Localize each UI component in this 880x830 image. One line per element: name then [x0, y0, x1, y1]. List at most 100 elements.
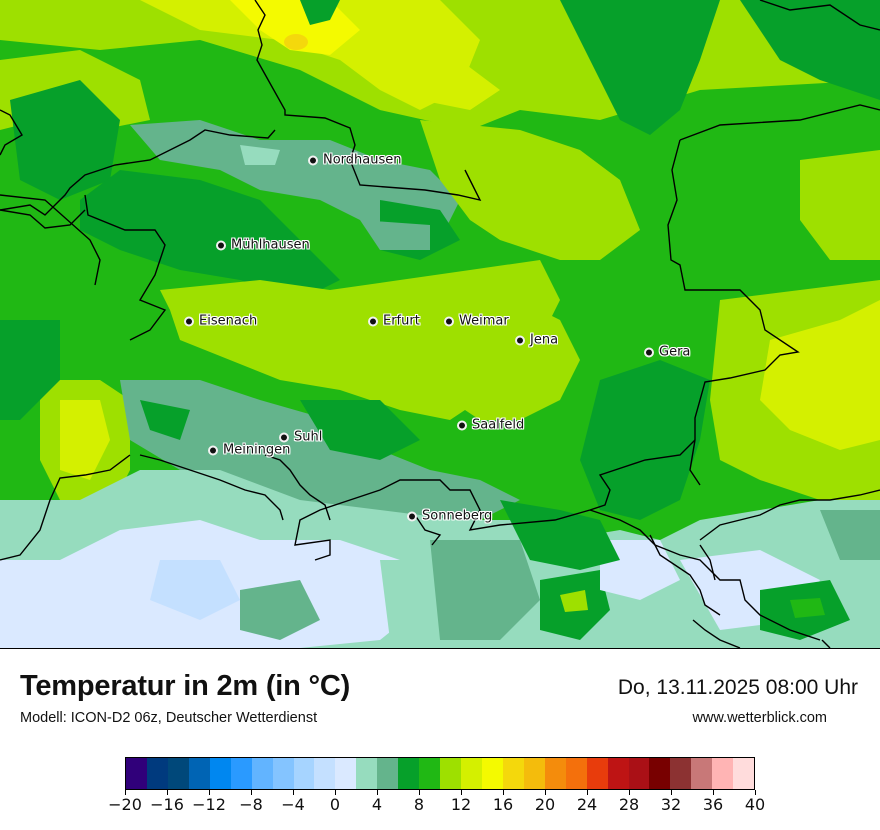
- colorbar-bin: [649, 758, 671, 789]
- colorbar-bin: [272, 758, 294, 789]
- city-marker-jena: Jena: [515, 332, 559, 348]
- colorbar-bin: [461, 758, 482, 789]
- colorbar-tick-label: −8: [239, 795, 263, 814]
- colorbar-tick-label: 20: [534, 795, 556, 814]
- colorbar-bin: [712, 758, 734, 789]
- colorbar-bin: [628, 758, 650, 789]
- colorbar-bin: [440, 758, 461, 789]
- colorbar-bin: [691, 758, 713, 789]
- city-dot-icon: [184, 316, 194, 326]
- colorbar-tick-mark: [166, 790, 168, 795]
- website-credit: www.wetterblick.com: [692, 710, 827, 726]
- city-dot-icon: [208, 445, 218, 455]
- city-marker-erfurt: Erfurt: [368, 313, 420, 329]
- city-marker-sonneberg: Sonneberg: [407, 508, 493, 524]
- model-source: Modell: ICON-D2 06z, Deutscher Wetterdie…: [20, 710, 318, 726]
- city-dot-icon: [457, 420, 467, 430]
- city-label: Nordhausen: [323, 152, 402, 168]
- city-dot-icon: [308, 155, 318, 165]
- city-label: Sonneberg: [422, 508, 493, 524]
- colorbar-bin: [502, 758, 524, 789]
- colorbar-bin: [167, 758, 189, 789]
- colorbar-tick-mark: [502, 790, 504, 795]
- state-borders: [0, 0, 880, 648]
- city-label: Jena: [530, 332, 559, 348]
- colorbar-tick-label: 16: [492, 795, 514, 814]
- colorbar-bin: [293, 758, 315, 789]
- temperature-map: Nordhausen Mühlhausen Eisenach Erfurt We…: [0, 0, 880, 649]
- city-label: Saalfeld: [472, 417, 525, 433]
- colorbar-tick-mark: [334, 790, 336, 795]
- colorbar-tick-mark: [628, 790, 630, 795]
- colorbar-bin: [335, 758, 357, 789]
- colorbar-bin: [586, 758, 608, 789]
- city-label: Eisenach: [199, 313, 258, 329]
- colorbar-bin: [209, 758, 231, 789]
- colorbar-bin: [607, 758, 629, 789]
- colorbar-bin: [565, 758, 587, 789]
- city-label: Suhl: [294, 429, 323, 445]
- colorbar-tick-mark: [670, 790, 672, 795]
- colorbar-tick-mark: [250, 790, 252, 795]
- city-label: Erfurt: [383, 313, 420, 329]
- city-dot-icon: [279, 432, 289, 442]
- city-dot-icon: [515, 335, 525, 345]
- colorbar-tick-label: 32: [660, 795, 682, 814]
- colorbar-tick-mark: [376, 790, 378, 795]
- city-dot-icon: [644, 347, 654, 357]
- colorbar-tick-label: 4: [371, 795, 383, 814]
- colorbar-bin: [670, 758, 692, 789]
- colorbar-bin: [733, 758, 755, 789]
- city-dot-icon: [368, 316, 378, 326]
- city-marker-nordhausen: Nordhausen: [308, 152, 402, 168]
- city-label: Meiningen: [223, 442, 291, 458]
- colorbar-bin: [544, 758, 566, 789]
- colorbar-bin: [481, 758, 503, 789]
- city-marker-eisenach: Eisenach: [184, 313, 258, 329]
- colorbar-legend: [125, 757, 755, 790]
- colorbar-tick-label: 0: [329, 795, 341, 814]
- city-dot-icon: [216, 240, 226, 250]
- city-label: Mühlhausen: [231, 237, 310, 253]
- city-marker-saalfeld: Saalfeld: [457, 417, 525, 433]
- colorbar-tick-label: 8: [413, 795, 425, 814]
- colorbar-tick-mark: [586, 790, 588, 795]
- city-marker-muehlhausen: Mühlhausen: [216, 237, 310, 253]
- colorbar-tick-mark: [292, 790, 294, 795]
- colorbar-tick-label: 12: [450, 795, 472, 814]
- colorbar-tick-label: 40: [744, 795, 766, 814]
- colorbar-tick-label: −16: [150, 795, 184, 814]
- colorbar-tick-mark: [418, 790, 420, 795]
- colorbar-tick-label: 28: [618, 795, 640, 814]
- city-marker-weimar: Weimar: [444, 313, 509, 329]
- colorbar-tick-label: −4: [281, 795, 305, 814]
- colorbar-tick-label: 24: [576, 795, 598, 814]
- city-dot-icon: [444, 316, 454, 326]
- colorbar-bin: [126, 758, 147, 789]
- colorbar-bin: [251, 758, 273, 789]
- city-marker-gera: Gera: [644, 344, 691, 360]
- colorbar-bin: [419, 758, 441, 789]
- city-label: Gera: [659, 344, 691, 360]
- map-title: Temperatur in 2m (in °C): [20, 670, 351, 702]
- colorbar-bin: [356, 758, 378, 789]
- colorbar-bin: [188, 758, 210, 789]
- colorbar-tick-label: −20: [108, 795, 142, 814]
- colorbar-tick-label: 36: [702, 795, 724, 814]
- colorbar-tick-mark: [544, 790, 546, 795]
- colorbar-tick-mark: [208, 790, 210, 795]
- colorbar-tick-mark: [124, 790, 126, 795]
- city-marker-suhl: Suhl: [279, 429, 323, 445]
- colorbar-tick-mark: [754, 790, 756, 795]
- colorbar-bin: [146, 758, 168, 789]
- colorbar-bin: [523, 758, 545, 789]
- valid-datetime: Do, 13.11.2025 08:00 Uhr: [617, 676, 858, 699]
- colorbar-bin: [314, 758, 336, 789]
- city-marker-meiningen: Meiningen: [208, 442, 291, 458]
- city-label: Weimar: [459, 313, 509, 329]
- colorbar-ticks: −20 −16 −12 −8 −4 0 4 8 12 16 20 24 28 32 36 40: [108, 790, 765, 820]
- colorbar-bin: [377, 758, 399, 789]
- temperature-field: [0, 0, 880, 648]
- colorbar-bin: [230, 758, 252, 789]
- colorbar-tick-label: −12: [192, 795, 226, 814]
